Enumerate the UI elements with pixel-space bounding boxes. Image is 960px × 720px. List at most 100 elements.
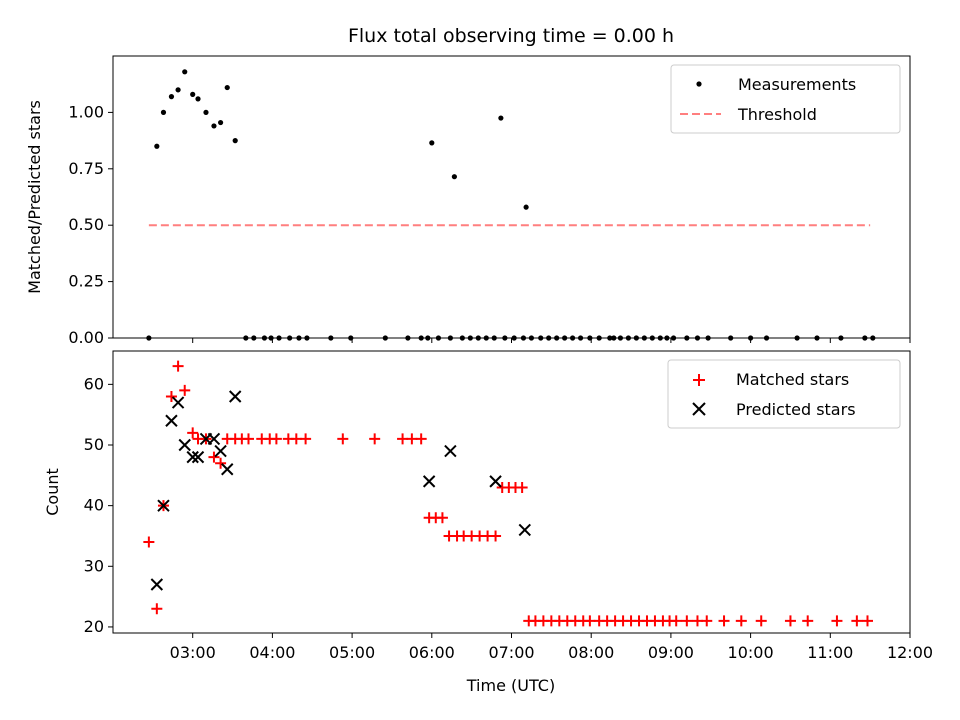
- matched-star-point: [215, 457, 227, 469]
- matched-star-point: [415, 433, 427, 445]
- matched-star-point: [861, 615, 873, 627]
- measurement-point: [511, 335, 517, 341]
- measurement-points: [146, 69, 876, 341]
- measurement-point: [562, 335, 568, 341]
- matched-star-point: [187, 427, 199, 439]
- matched-star-point: [718, 615, 730, 627]
- measurement-point: [217, 119, 224, 126]
- matched-star-point: [290, 433, 302, 445]
- top-y-tick-label: 0.00: [68, 328, 104, 347]
- matched-star-point: [208, 451, 220, 463]
- measurement-point: [251, 335, 257, 341]
- measurement-point: [838, 335, 844, 341]
- measurement-point: [577, 335, 584, 341]
- matched-star-point: [397, 433, 409, 445]
- x-tick-label: 07:00: [488, 643, 534, 662]
- matched-star-point: [406, 433, 418, 445]
- predicted-star-point: [178, 438, 191, 452]
- measurement-point: [475, 335, 481, 341]
- measurement-point: [483, 335, 489, 341]
- x-tick-label: 08:00: [568, 643, 614, 662]
- matched-star-point: [242, 433, 254, 445]
- measurement-point: [498, 115, 504, 121]
- measurement-point: [694, 335, 701, 341]
- bottom-panel: 20 30 40 50 60 03:00 04:00 05:00 06:00 07:00 08:0…: [43, 350, 933, 695]
- measurement-point: [211, 123, 217, 129]
- x-tick-label: 05:00: [329, 643, 375, 662]
- measurement-point: [491, 335, 497, 341]
- matched-star-point: [701, 615, 713, 627]
- measurement-point: [175, 87, 181, 93]
- predicted-star-points: [150, 390, 531, 591]
- top-y-tick-label: 0.50: [68, 215, 104, 234]
- measurement-point: [190, 91, 196, 97]
- predicted-star-point: [171, 396, 185, 409]
- matched-star-point: [851, 615, 863, 627]
- x-tick-label: 04:00: [249, 643, 295, 662]
- measurement-point: [154, 143, 160, 149]
- measurement-point: [664, 335, 670, 341]
- measurement-point: [649, 335, 655, 341]
- measurement-point: [587, 335, 593, 341]
- measurement-point: [146, 335, 152, 341]
- bottom-y-axis-label: Count: [43, 468, 62, 516]
- measurement-point: [625, 335, 631, 341]
- measurement-point: [304, 335, 310, 341]
- measurement-point: [570, 335, 576, 341]
- measurement-point: [425, 335, 431, 341]
- matched-star-point: [784, 615, 796, 627]
- measurement-point: [447, 335, 453, 341]
- measurement-point: [160, 109, 167, 115]
- x-tick-label: 11:00: [807, 643, 853, 662]
- matched-star-point: [831, 615, 843, 627]
- x-tick-label: 06:00: [409, 643, 455, 662]
- predicted-star-point: [214, 444, 227, 458]
- predicted-star-point: [422, 475, 436, 488]
- measurement-point: [224, 84, 230, 91]
- measurement-point: [611, 335, 617, 341]
- predicted-star-point: [444, 444, 457, 458]
- bottom-y-tick-label: 30: [84, 556, 104, 575]
- top-legend: Measurements Threshold: [670, 64, 901, 134]
- measurement-point: [523, 204, 529, 210]
- measurement-point: [182, 69, 188, 75]
- measurement-point: [232, 138, 238, 144]
- measurement-point: [657, 335, 663, 341]
- legend-threshold-label: Threshold: [737, 105, 817, 124]
- bottom-legend: Matched stars Predicted stars: [667, 359, 901, 429]
- measurement-point: [763, 335, 770, 341]
- matched-star-point: [516, 481, 528, 493]
- top-y-axis-label: Matched/Predicted stars: [25, 100, 44, 294]
- predicted-star-point: [221, 463, 234, 476]
- bottom-y-tick-label: 40: [84, 496, 104, 515]
- measurement-point: [451, 174, 457, 180]
- measurement-point: [168, 94, 175, 100]
- measurement-point: [862, 335, 868, 341]
- measurement-point: [546, 335, 552, 341]
- measurement-point: [296, 335, 302, 341]
- predicted-star-point: [186, 450, 199, 464]
- x-tick-label: 12:00: [887, 643, 933, 662]
- measurement-point: [684, 335, 690, 341]
- chart-title: Flux total observing time = 0.00 h: [348, 25, 674, 47]
- measurement-point: [348, 335, 354, 341]
- matched-star-point: [270, 433, 282, 445]
- measurement-point: [502, 335, 508, 341]
- measurement-point: [203, 109, 209, 115]
- predicted-star-point: [157, 499, 170, 512]
- legend-measurements-marker: [696, 81, 702, 87]
- top-y-tick-label: 0.75: [68, 159, 104, 178]
- measurement-point: [268, 335, 274, 341]
- matched-star-point: [735, 615, 747, 627]
- top-y-tick-label: 0.25: [68, 272, 104, 291]
- measurement-point: [528, 335, 535, 341]
- bottom-y-tick-label: 60: [84, 374, 104, 393]
- matched-star-point: [584, 615, 596, 627]
- matched-star-point: [337, 433, 349, 445]
- measurement-point: [728, 335, 734, 341]
- matched-star-point: [165, 390, 177, 402]
- measurement-point: [520, 335, 527, 341]
- matched-star-point: [300, 433, 312, 445]
- measurement-point: [633, 335, 639, 341]
- measurement-point: [814, 335, 820, 341]
